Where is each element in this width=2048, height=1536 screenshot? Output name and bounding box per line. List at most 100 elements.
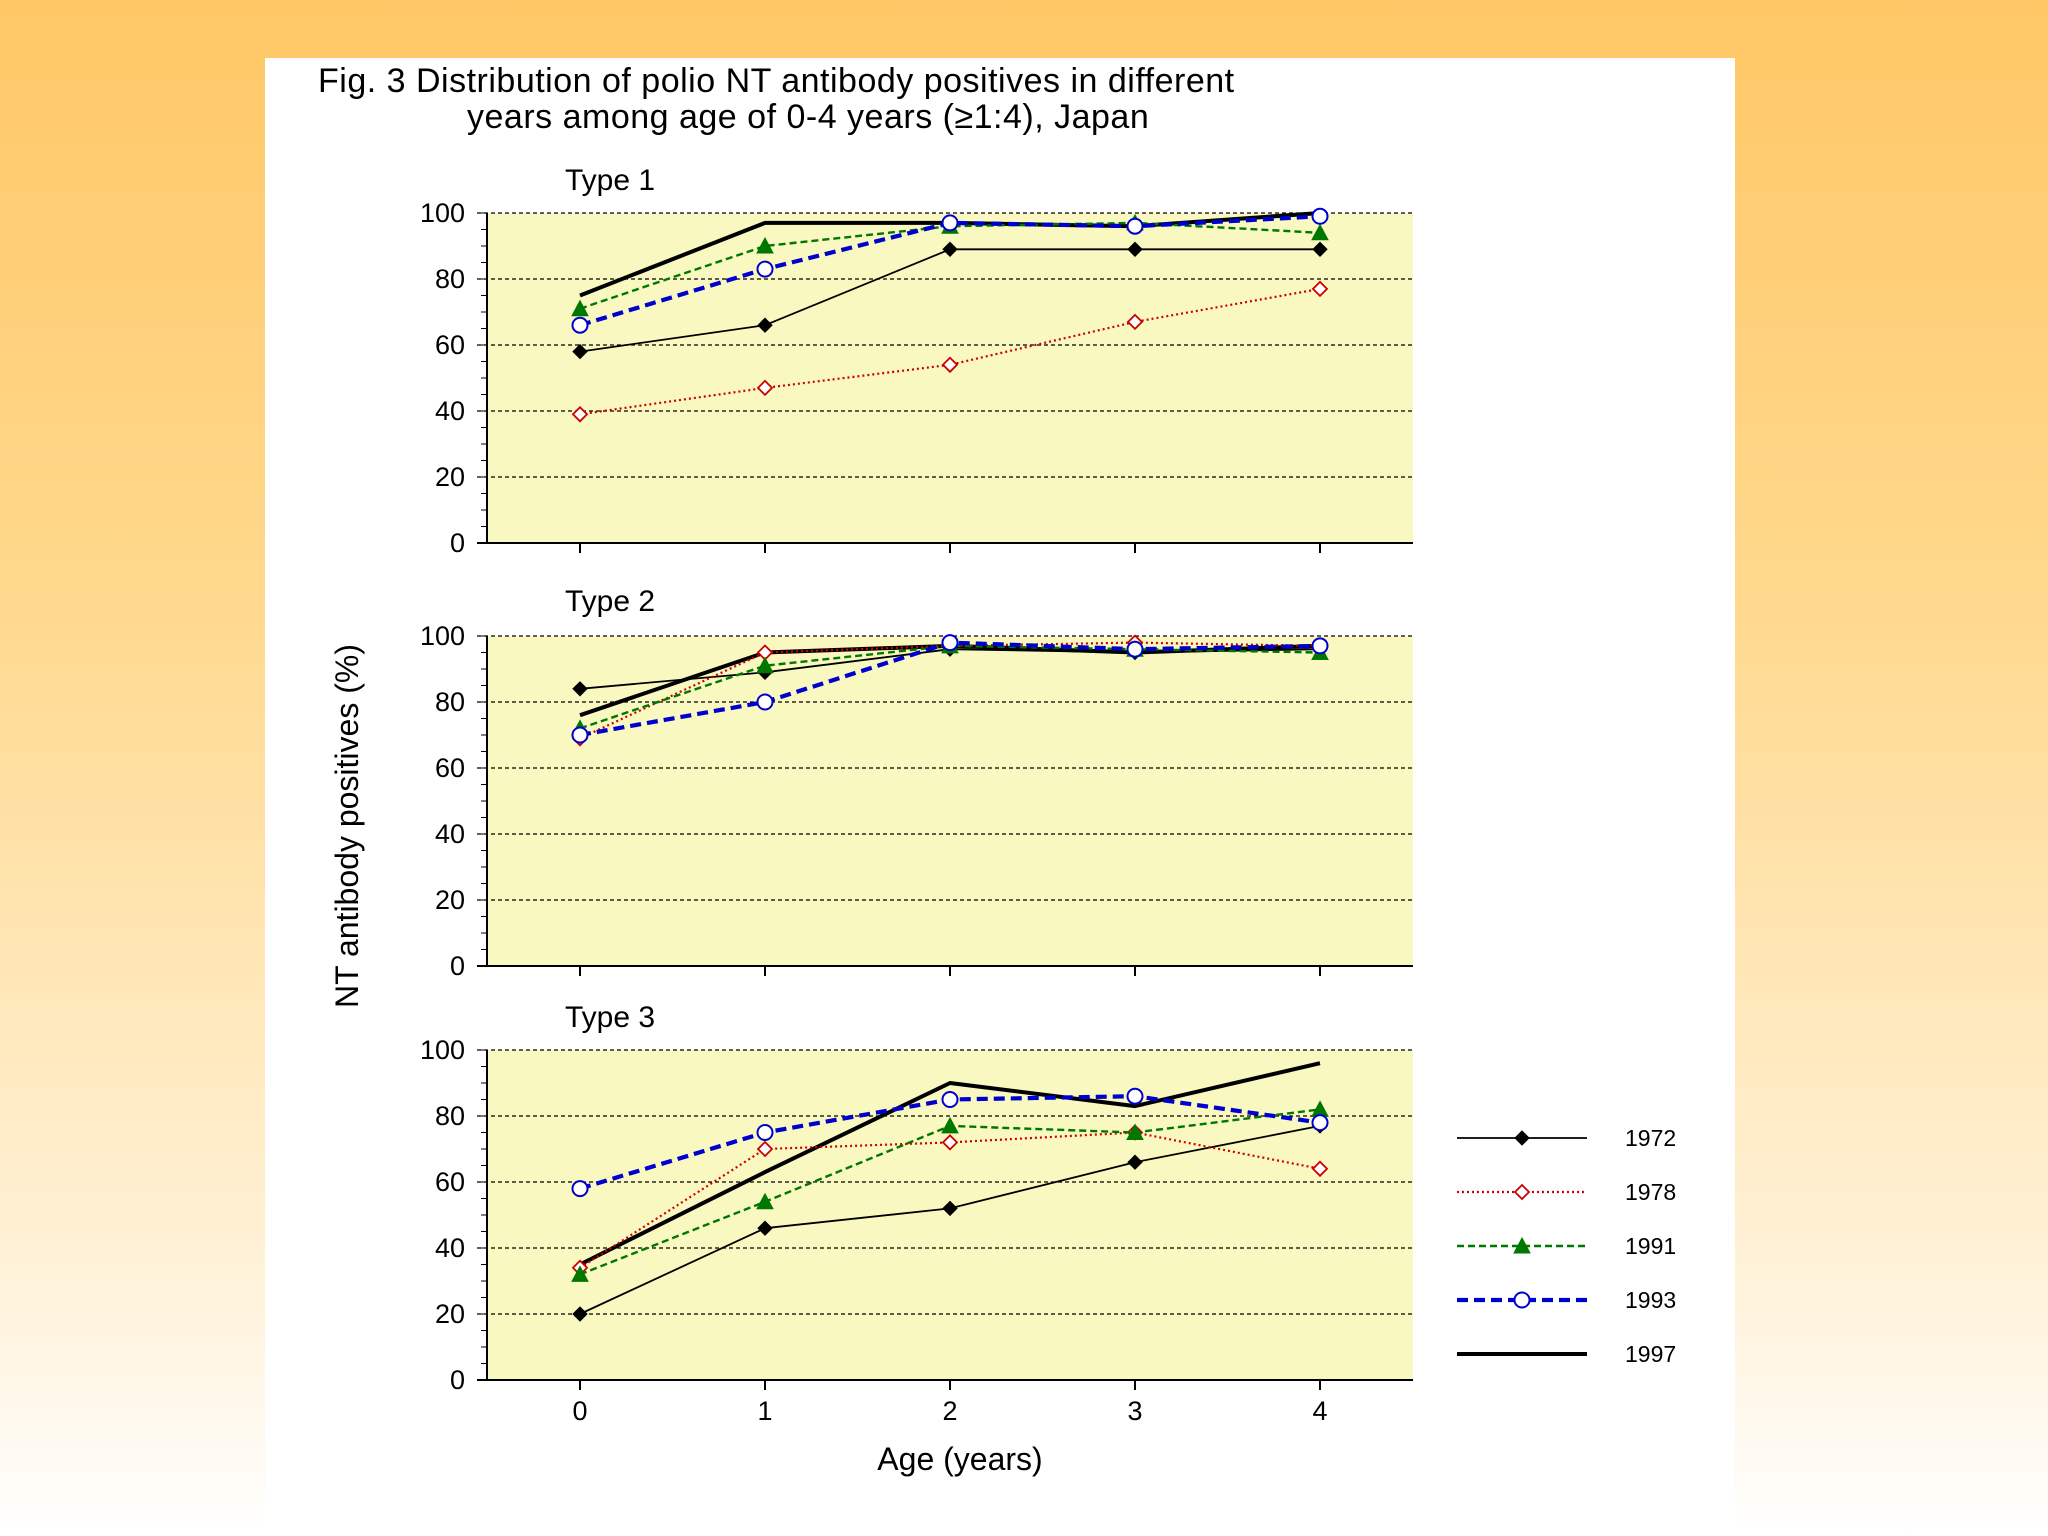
x-tick-label: 3 xyxy=(1127,1396,1142,1426)
y-tick-label: 40 xyxy=(435,819,465,849)
y-tick-label: 80 xyxy=(435,1101,465,1131)
legend-label: 1972 xyxy=(1625,1125,1676,1151)
data-point-1991 xyxy=(571,299,589,317)
data-point-1993 xyxy=(941,1091,959,1108)
series-line-1991 xyxy=(579,221,1321,310)
plot-area xyxy=(487,213,1413,543)
polio-antibody-figure: Fig. 3 Distribution of polio NT antibody… xyxy=(318,62,1676,1477)
data-point-1972 xyxy=(757,317,773,333)
y-tick-label: 20 xyxy=(435,462,465,492)
data-point-1972 xyxy=(1127,1154,1143,1170)
figure-title-line2: years among age of 0-4 years (≥1:4), Jap… xyxy=(467,98,1149,136)
chart-panel-type-1: 0 20 40 60 80 100 Type 1 xyxy=(420,164,1413,558)
legend-item-1972: 1972 xyxy=(1457,1125,1676,1151)
y-tick-label: 0 xyxy=(450,1365,465,1395)
series-line-1978 xyxy=(579,287,1321,416)
series-1991 xyxy=(571,1100,1329,1282)
x-axis-title: Age (years) xyxy=(877,1441,1042,1477)
data-point-1972 xyxy=(942,241,958,258)
y-tick-label: 80 xyxy=(435,264,465,294)
y-tick-label: 80 xyxy=(435,687,465,717)
panel-title: Type 1 xyxy=(565,164,655,197)
x-tick-label: 0 xyxy=(572,1396,587,1426)
data-point-1993 xyxy=(571,316,589,334)
x-tick-label: 1 xyxy=(757,1396,772,1426)
data-point-1978 xyxy=(941,1134,959,1151)
data-point-1978 xyxy=(1311,280,1329,298)
data-point-1978 xyxy=(941,356,959,374)
data-point-1991 xyxy=(1126,1123,1144,1140)
y-tick-label: 100 xyxy=(420,198,465,228)
legend-marker xyxy=(1514,1130,1530,1146)
data-point-1978 xyxy=(756,1140,774,1158)
panel-title: Type 3 xyxy=(565,1001,655,1034)
y-tick-label: 40 xyxy=(435,1233,465,1263)
data-point-1972 xyxy=(572,343,588,360)
chart-panel-type-2: 0 20 40 60 80 100 Type 2 xyxy=(420,585,1413,981)
legend: 1972 1978 1991 1993 1997 xyxy=(1457,1125,1676,1367)
panel-title: Type 2 xyxy=(565,585,655,618)
data-point-1993 xyxy=(1126,640,1144,658)
legend-label: 1997 xyxy=(1625,1341,1676,1367)
series-1997 xyxy=(579,1061,1321,1267)
data-point-1972 xyxy=(572,1306,588,1322)
data-point-1993 xyxy=(1311,637,1329,655)
data-point-1972 xyxy=(572,681,588,697)
legend-label: 1993 xyxy=(1625,1287,1676,1313)
legend-marker xyxy=(1513,1236,1531,1254)
y-axis-title: NT antibody positives (%) xyxy=(329,644,365,1008)
data-point-1978 xyxy=(1126,313,1144,331)
data-point-1993 xyxy=(571,1180,589,1198)
y-tick-label: 0 xyxy=(450,951,465,981)
series-line-1997 xyxy=(579,1061,1321,1267)
series-line-1978 xyxy=(579,641,1321,740)
legend-item-1993: 1993 xyxy=(1457,1287,1676,1313)
y-tick-label: 100 xyxy=(420,621,465,651)
y-tick-label: 20 xyxy=(435,885,465,915)
series-line-1978 xyxy=(579,1131,1321,1269)
y-tick-label: 60 xyxy=(435,1167,465,1197)
data-point-1993 xyxy=(941,214,959,232)
legend-item-1997: 1997 xyxy=(1457,1341,1676,1367)
data-point-1993 xyxy=(756,1124,774,1141)
data-point-1991 xyxy=(1311,223,1329,241)
series-1993 xyxy=(571,634,1329,744)
legend-marker xyxy=(1513,1183,1531,1201)
plot-area xyxy=(487,636,1413,966)
legend-item-1978: 1978 xyxy=(1457,1179,1676,1205)
chart-panel-type-3: 0 20 40 60 80 100 0 1 2 3 4 Type 3 xyxy=(420,1001,1413,1426)
data-point-1993 xyxy=(941,634,959,652)
data-point-1993 xyxy=(1126,217,1144,235)
data-point-1978 xyxy=(1311,1160,1329,1178)
series-line-1991 xyxy=(579,644,1321,730)
series-1972 xyxy=(572,241,1328,360)
data-point-1972 xyxy=(1127,241,1143,258)
x-tick-label: 4 xyxy=(1312,1396,1327,1426)
data-point-1978 xyxy=(571,406,589,423)
data-point-1991 xyxy=(756,1192,774,1210)
y-tick-label: 40 xyxy=(435,396,465,426)
data-point-1972 xyxy=(942,1200,958,1217)
data-point-1972 xyxy=(757,1220,773,1236)
legend-marker xyxy=(1513,1291,1531,1309)
y-tick-label: 60 xyxy=(435,753,465,783)
data-point-1993 xyxy=(1311,207,1329,225)
legend-label: 1978 xyxy=(1625,1179,1676,1205)
x-tick-label: 2 xyxy=(942,1396,957,1426)
legend-label: 1991 xyxy=(1625,1233,1676,1259)
data-point-1991 xyxy=(941,1116,959,1134)
series-1978 xyxy=(571,280,1329,423)
y-tick-label: 100 xyxy=(420,1035,465,1065)
data-point-1993 xyxy=(1311,1114,1329,1132)
y-tick-label: 20 xyxy=(435,1299,465,1329)
y-tick-label: 60 xyxy=(435,330,465,360)
data-point-1991 xyxy=(756,236,774,254)
y-tick-label: 0 xyxy=(450,528,465,558)
data-point-1993 xyxy=(756,260,774,278)
data-point-1993 xyxy=(571,726,589,744)
data-point-1993 xyxy=(756,693,774,711)
data-point-1991 xyxy=(571,1265,589,1282)
data-point-1993 xyxy=(1126,1087,1144,1105)
data-point-1991 xyxy=(756,656,774,674)
figure-title-line1: Fig. 3 Distribution of polio NT antibody… xyxy=(318,62,1235,100)
